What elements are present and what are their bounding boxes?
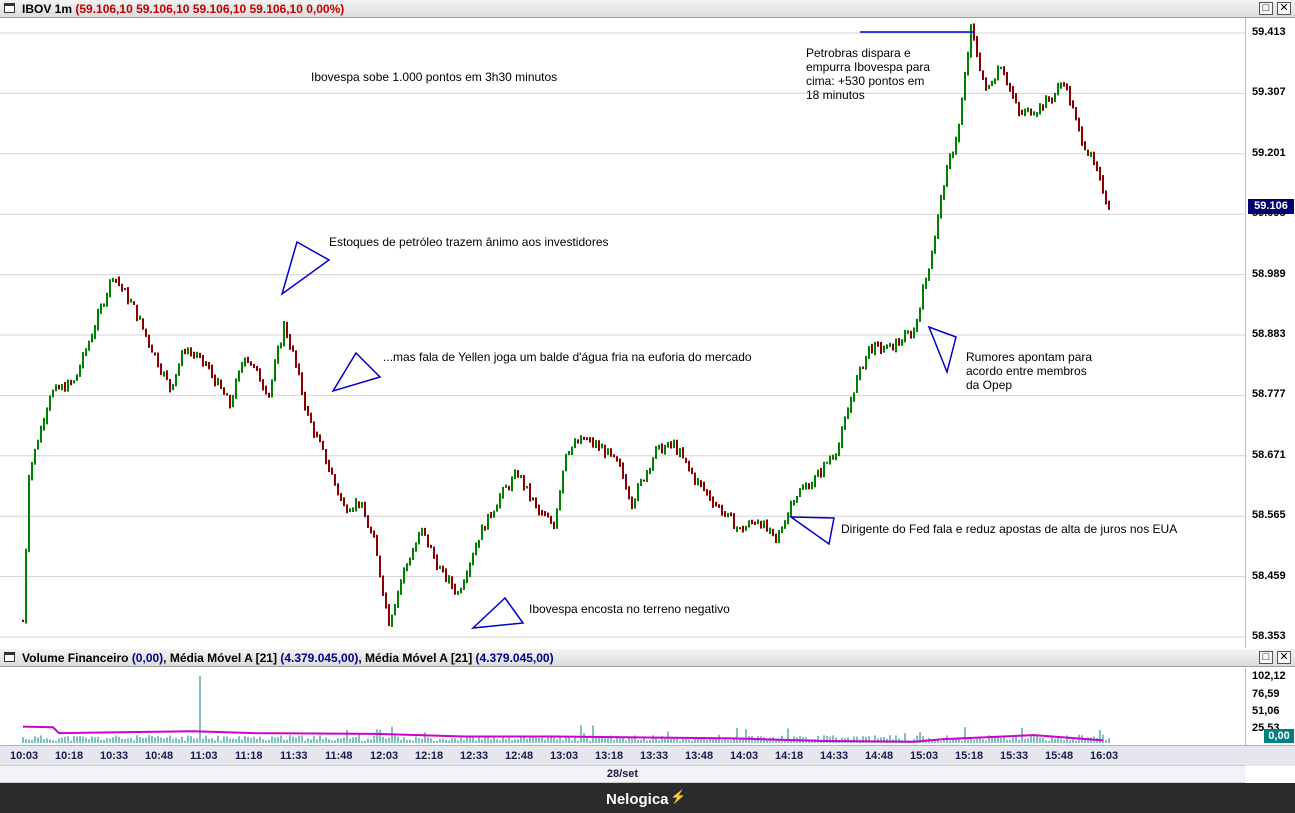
window-icon xyxy=(4,652,15,662)
time-tick-3: 10:48 xyxy=(145,750,174,762)
bolt-icon: ⚡ xyxy=(670,789,687,804)
price-tick-1: 59.307 xyxy=(1252,86,1286,99)
time-tick-12: 13:03 xyxy=(550,750,579,762)
price-panel-title: IBOV 1m (59.106,10 59.106,10 59.106,10 5… xyxy=(22,2,344,16)
time-tick-18: 14:33 xyxy=(820,750,849,762)
arrow-fed xyxy=(788,516,835,546)
note-opep-line2: acordo entre membros xyxy=(966,364,1087,378)
time-tick-16: 14:03 xyxy=(730,750,759,762)
vol-tick-0: 102,12 xyxy=(1252,670,1286,682)
price-tick-8: 58.565 xyxy=(1252,509,1286,522)
note-opep: Rumores apontam para acordo entre membro… xyxy=(966,350,1092,392)
price-axis xyxy=(1245,18,1295,648)
minimize-button[interactable]: □ xyxy=(1259,651,1273,664)
price-chart[interactable] xyxy=(0,18,1245,648)
window-icon xyxy=(4,3,15,13)
time-tick-7: 11:48 xyxy=(325,750,353,762)
note-opep-line3: da Opep xyxy=(966,378,1013,392)
note-petrobras-line1: Petrobras dispara e xyxy=(806,46,911,60)
volume-panel-titlebar: Volume Financeiro (0,00), Média Móvel A … xyxy=(0,649,1295,667)
time-tick-1: 10:18 xyxy=(55,750,84,762)
volume-chart[interactable] xyxy=(0,668,1245,745)
note-negative: Ibovespa encosta no terreno negativo xyxy=(529,602,730,616)
ma1-value: (4.379.045,00) xyxy=(280,651,359,665)
price-tick-10: 58.353 xyxy=(1252,630,1286,642)
price-tick-6: 58.777 xyxy=(1252,388,1286,401)
ma2-label: , Média Móvel A [21] xyxy=(358,651,473,665)
volume-name: Volume Financeiro xyxy=(22,651,129,665)
time-tick-0: 10:03 xyxy=(10,750,39,762)
volume-moving-average xyxy=(22,725,1104,743)
note-fed: Dirigente do Fed fala e reduz apostas de… xyxy=(841,522,1178,536)
time-tick-6: 11:33 xyxy=(280,750,308,762)
time-tick-22: 15:33 xyxy=(1000,750,1029,762)
note-petrobras-line3: cima: +530 pontos em xyxy=(806,74,925,88)
volume-value: (0,00) xyxy=(131,651,164,665)
symbol-label: IBOV 1m xyxy=(22,2,73,16)
last-price-tag: 59.106 xyxy=(1248,199,1294,214)
volume-panel-title: Volume Financeiro (0,00), Média Móvel A … xyxy=(22,651,554,665)
time-tick-21: 15:18 xyxy=(955,750,984,762)
note-petrobras-line4: 18 minutos xyxy=(806,88,865,102)
arrow-yellen xyxy=(331,351,382,393)
ohlc-values: (59.106,10 59.106,10 59.106,10 59.106,10… xyxy=(75,2,345,16)
arrow-negative xyxy=(470,596,525,629)
brand-logo: Nelogica xyxy=(606,791,669,808)
price-tick-0: 59.413 xyxy=(1252,26,1286,38)
note-petrobras: Petrobras dispara e empurra Ibovespa par… xyxy=(806,46,936,102)
last-volume-tag: 0,00 xyxy=(1264,729,1294,743)
time-tick-14: 13:33 xyxy=(640,750,669,762)
date-bar: 28/set xyxy=(0,765,1245,783)
close-button[interactable]: ✕ xyxy=(1277,2,1291,15)
time-tick-8: 12:03 xyxy=(370,750,399,762)
ma2-value: (4.379.045,00) xyxy=(475,651,554,665)
close-button[interactable]: ✕ xyxy=(1277,651,1291,664)
price-tick-7: 58.671 xyxy=(1252,448,1286,461)
time-tick-11: 12:48 xyxy=(505,750,534,762)
time-axis[interactable]: 10:03 10:18 10:33 10:48 11:03 11:18 11:33 11:48… xyxy=(0,745,1295,766)
time-tick-15: 13:48 xyxy=(685,750,714,762)
arrow-opep xyxy=(927,325,957,375)
time-tick-13: 13:18 xyxy=(595,750,624,762)
time-tick-24: 16:03 xyxy=(1090,750,1119,762)
time-tick-9: 12:18 xyxy=(415,750,444,762)
note-oil: Estoques de petróleo trazem ânimo aos in… xyxy=(329,235,609,249)
time-tick-23: 15:48 xyxy=(1045,750,1074,762)
time-tick-19: 14:48 xyxy=(865,750,894,762)
note-opep-line1: Rumores apontam para xyxy=(966,350,1093,364)
vol-tick-1: 76,59 xyxy=(1252,688,1280,700)
price-tick-5: 58.883 xyxy=(1252,328,1286,340)
price-panel-titlebar: IBOV 1m (59.106,10 59.106,10 59.106,10 5… xyxy=(0,0,1295,18)
footer: Nelogica ⚡ xyxy=(0,783,1295,813)
time-tick-2: 10:33 xyxy=(100,750,129,762)
note-yellen: ...mas fala de Yellen joga um balde d'ág… xyxy=(383,350,752,364)
vol-tick-2: 51,06 xyxy=(1252,705,1280,717)
ma1-label: , Média Móvel A [21] xyxy=(163,651,277,665)
arrow-oil xyxy=(280,240,331,296)
time-tick-20: 15:03 xyxy=(910,750,939,762)
time-tick-5: 11:18 xyxy=(235,750,263,762)
note-petrobras-line2: empurra Ibovespa para xyxy=(806,60,931,74)
price-tick-4: 58.989 xyxy=(1252,267,1286,280)
minimize-button[interactable]: □ xyxy=(1259,2,1273,15)
price-tick-2: 59.201 xyxy=(1252,146,1286,159)
time-tick-4: 11:03 xyxy=(190,750,218,762)
price-tick-9: 58.459 xyxy=(1252,569,1286,582)
note-rise: Ibovespa sobe 1.000 pontos em 3h30 minut… xyxy=(311,70,558,84)
time-tick-10: 12:33 xyxy=(460,750,489,762)
time-tick-17: 14:18 xyxy=(775,750,804,762)
